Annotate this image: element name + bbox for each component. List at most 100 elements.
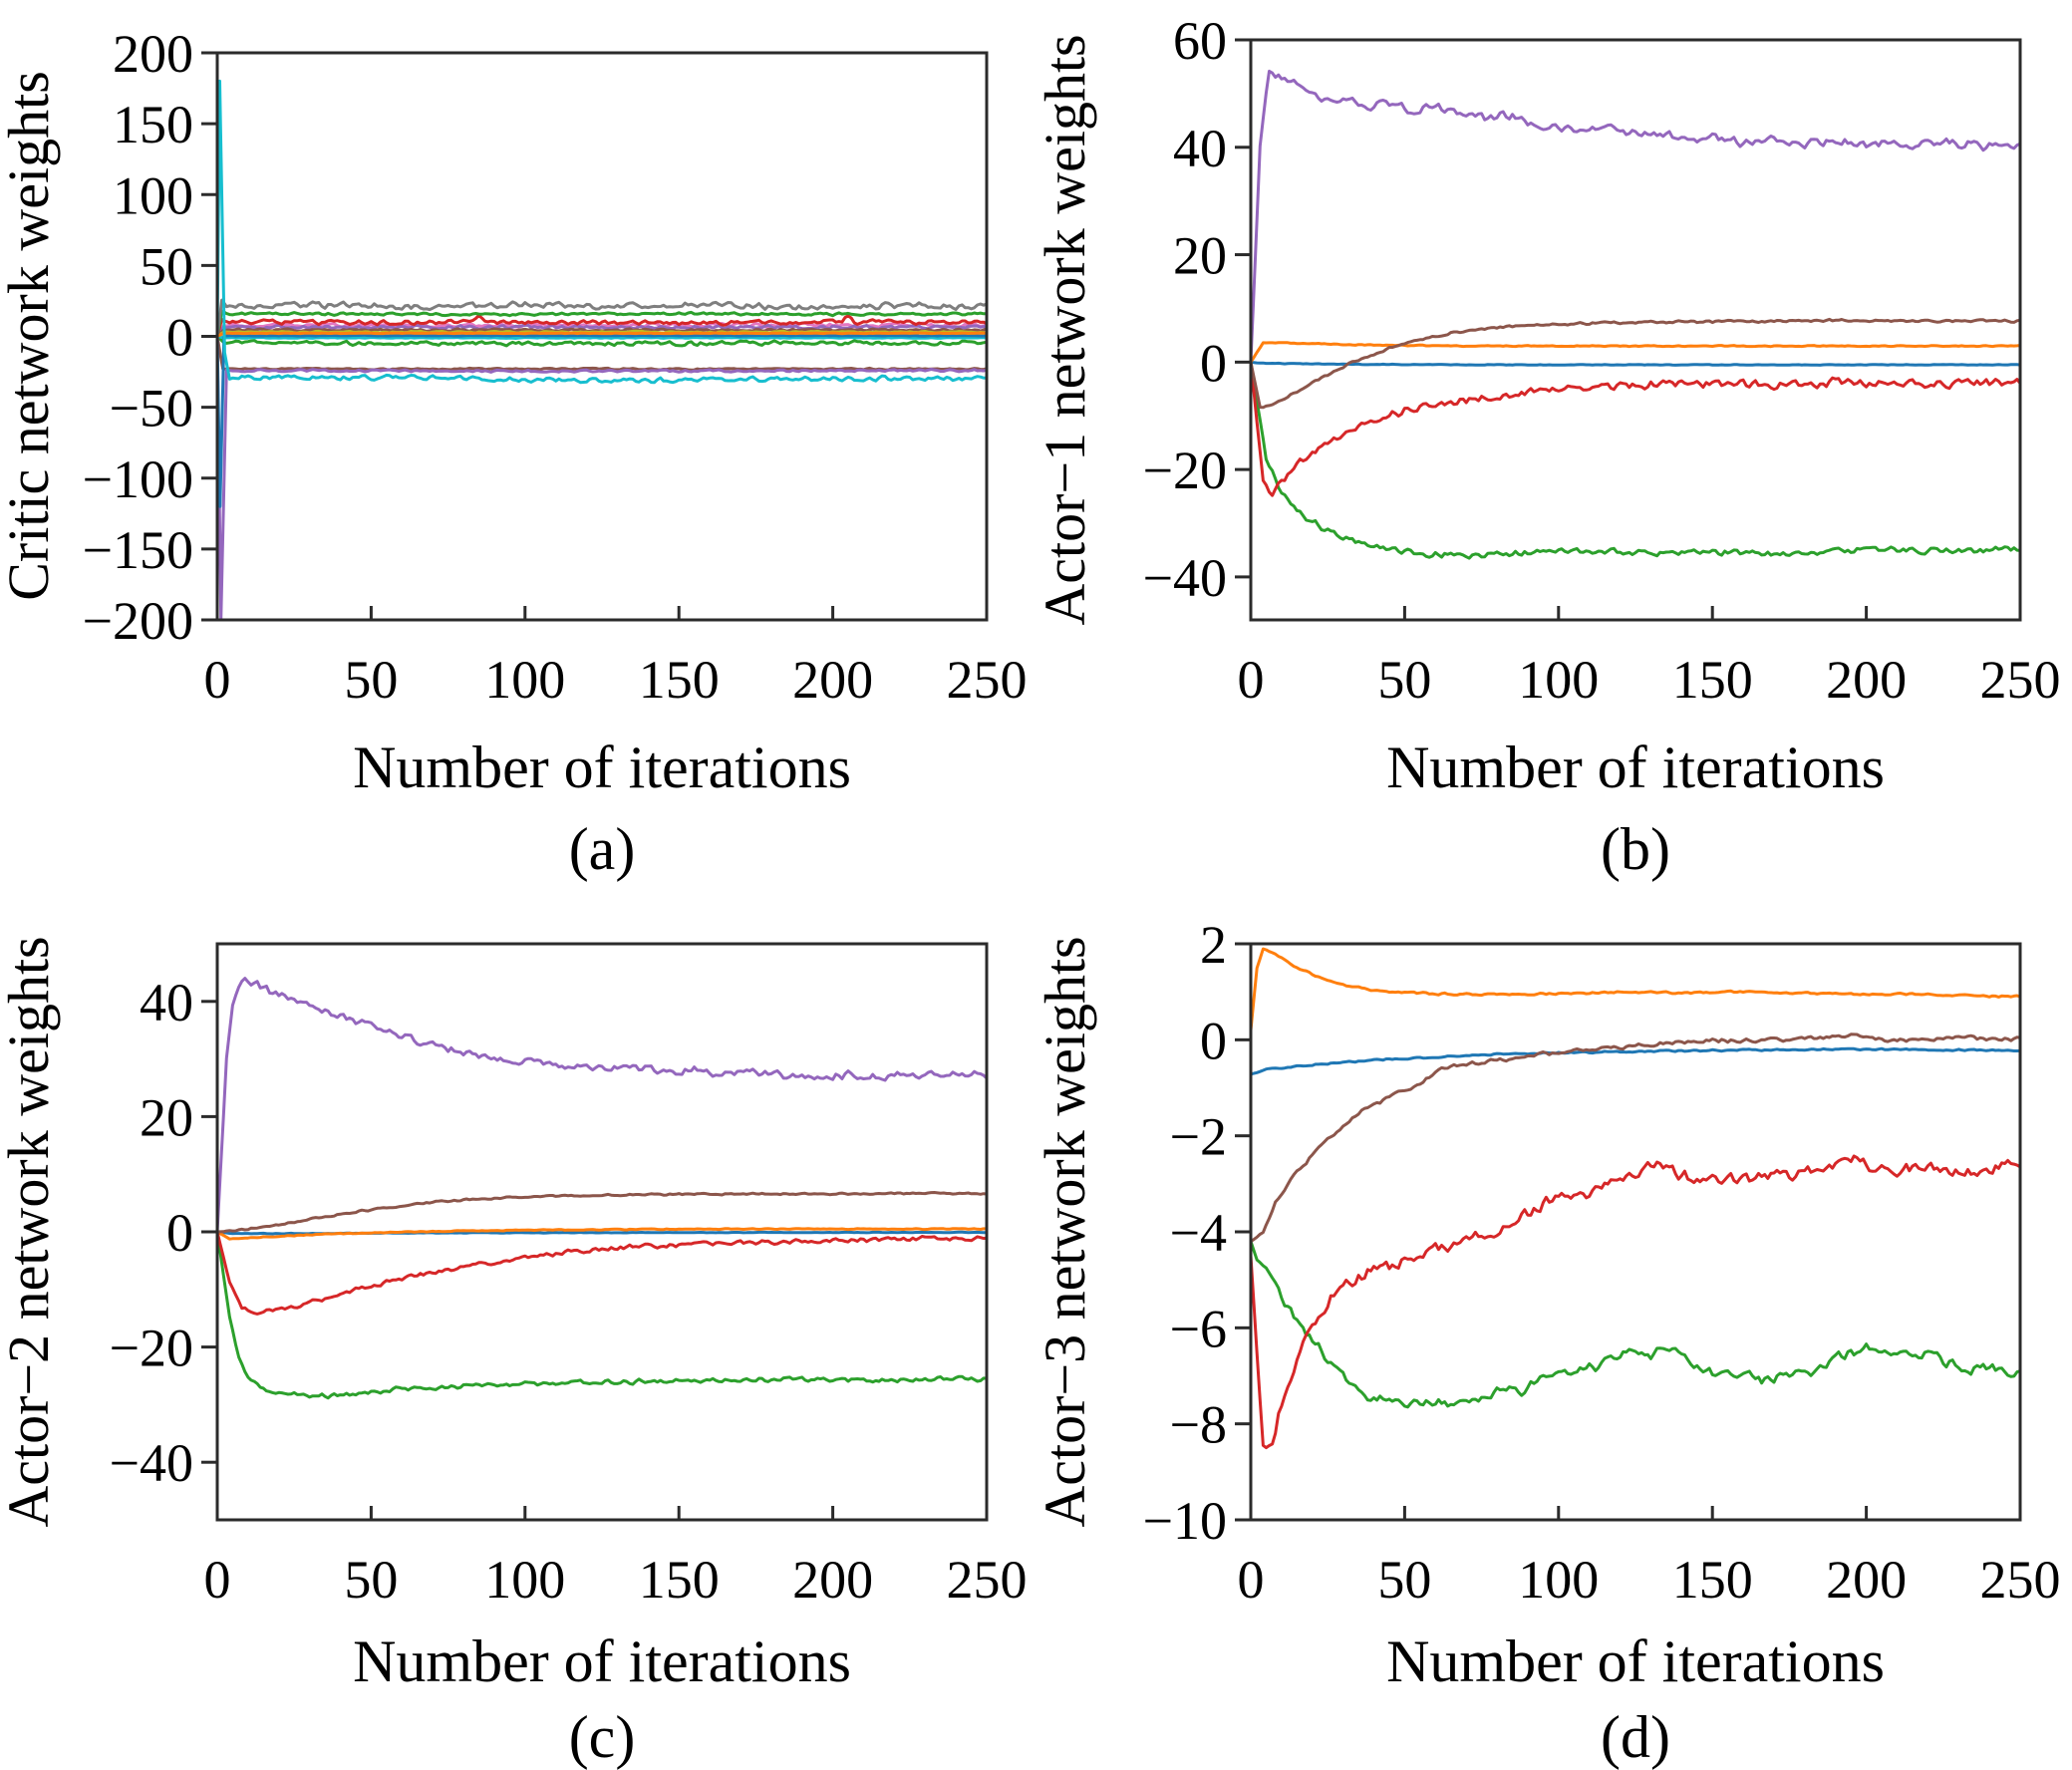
panel-d-svg: 20−2−4−6−8−100 50 100 150 200 250 Actor−3 net… — [1036, 915, 2061, 1770]
series-b-weight-brown — [1251, 317, 2020, 410]
xtick-label-c: 150 — [639, 1550, 720, 1610]
xtick-label-c: 100 — [484, 1550, 565, 1610]
xtick-label-d: 200 — [1826, 1550, 1907, 1610]
ytick-label-c: −40 — [110, 1433, 193, 1493]
ytick-label-b: 0 — [1200, 333, 1227, 393]
series-a-weight-cyan — [217, 79, 987, 385]
series-a-weight-teal — [217, 335, 987, 340]
xtick-label-b: 100 — [1518, 650, 1599, 710]
series-a-weight-blue — [217, 333, 987, 508]
ytick-label-a: −200 — [83, 591, 193, 651]
xtick-label-a: 50 — [344, 650, 398, 710]
xtick-label-c: 50 — [344, 1550, 398, 1610]
series-c-weight-brown — [217, 1191, 987, 1234]
xtick-label-a: 0 — [204, 650, 231, 710]
ytick-label-b: 60 — [1173, 11, 1227, 71]
panel-c-xlabel: Number of iterations — [353, 1628, 851, 1694]
xtick-label-d: 50 — [1377, 1550, 1431, 1610]
xtick-label-b: 250 — [1980, 650, 2061, 710]
panel-a-caption: (a) — [569, 816, 636, 882]
xtick-label-a: 150 — [639, 650, 720, 710]
series-d-weight-red — [1251, 1154, 2020, 1450]
panel-d: 2 0 −2 −4 −6 −8 −10 0 50 100 150 200 250 Actor−3 net… — [1036, 885, 2072, 1770]
series-a-weight-purple-high — [217, 323, 987, 338]
series-c-weight-orange — [217, 1227, 987, 1241]
ytick-label-c: −20 — [110, 1319, 193, 1378]
ytick-label-d: −2 — [1170, 1107, 1227, 1167]
xtick-label-c: 0 — [204, 1550, 231, 1610]
ytick-label-d: −8 — [1170, 1395, 1227, 1455]
series-b-weight-red — [1251, 360, 2020, 497]
ytick-label-b: 20 — [1173, 226, 1227, 286]
ytick-label-a: −150 — [83, 520, 193, 580]
ytick-label-b: −20 — [1143, 441, 1227, 500]
ytick-label-d: 0 — [1200, 1011, 1227, 1070]
series-c-weight-green — [217, 1230, 987, 1400]
xtick-label-b: 50 — [1377, 650, 1431, 710]
ytick-label-b: 40 — [1173, 119, 1227, 178]
panel-d-caption: (d) — [1601, 1704, 1670, 1770]
panel-d-xlabel: Number of iterations — [1386, 1628, 1885, 1694]
xtick-label-c: 200 — [792, 1550, 873, 1610]
ytick-label-b: −40 — [1143, 548, 1227, 608]
panel-d-plot: 20−2−4−6−8−100 50 100 150 200 250 — [1143, 915, 2061, 1610]
ytick-label-d: −4 — [1170, 1203, 1227, 1263]
panel-a: 200 150 100 50 0 −50 −100 −150 −200 0 50 100 150 200 2… — [0, 0, 1036, 885]
panel-c: 40 20 0 −20 −40 0 50 100 150 200 250 Actor−2 netwo… — [0, 885, 1036, 1770]
xtick-label-b: 200 — [1826, 650, 1907, 710]
xtick-label-d: 0 — [1238, 1550, 1265, 1610]
ytick-label-d: −10 — [1143, 1491, 1227, 1551]
series-b-weight-orange — [1251, 341, 2020, 364]
series-a-weight-red — [217, 314, 987, 338]
panel-c-caption: (c) — [569, 1704, 636, 1770]
ytick-label-a: 150 — [113, 95, 193, 154]
series-a-weight-green-low — [217, 335, 987, 348]
xtick-label-b: 150 — [1672, 650, 1753, 710]
xtick-label-a: 200 — [792, 650, 873, 710]
panel-b-xlabel: Number of iterations — [1386, 735, 1885, 800]
ytick-label-c: 20 — [140, 1087, 193, 1147]
panel-a-ylabel: Critic network weights — [0, 71, 61, 601]
ytick-label-d: −6 — [1170, 1299, 1227, 1358]
panel-b-ylabel: Actor−1 network weights — [1036, 34, 1097, 625]
series-a-weight-gray — [217, 298, 987, 338]
series-d-weight-blue — [1251, 1046, 2020, 1076]
xtick-label-c: 250 — [947, 1550, 1028, 1610]
series-d-weight-green — [1251, 1240, 2020, 1409]
series-c-weight-red — [217, 1230, 987, 1316]
ytick-label-c: 40 — [140, 973, 193, 1032]
series-a-weight-green-high — [217, 309, 987, 338]
ytick-label-c: 0 — [166, 1203, 193, 1263]
series-b-weight-green — [1251, 360, 2020, 560]
xtick-label-a: 100 — [484, 650, 565, 710]
xtick-label-d: 250 — [1980, 1550, 2061, 1610]
panel-d-ylabel: Actor−3 network weights — [1036, 936, 1097, 1527]
series-d-weight-orange — [1251, 947, 2020, 1032]
panel-c-ylabel: Actor−2 network weights — [0, 936, 61, 1527]
xtick-label-b: 0 — [1238, 650, 1265, 710]
series-d-weight-brown — [1251, 1032, 2020, 1244]
series-c-weight-purple — [217, 977, 987, 1234]
xtick-label-d: 150 — [1672, 1550, 1753, 1610]
series-a-weight-orange — [217, 331, 987, 338]
ytick-label-d: 2 — [1200, 915, 1227, 975]
xtick-label-a: 250 — [947, 650, 1028, 710]
ytick-label-a: 0 — [166, 308, 193, 368]
panel-b-caption: (b) — [1601, 816, 1670, 882]
ytick-label-a: 50 — [140, 236, 193, 296]
series-b-weight-blue — [1251, 360, 2020, 367]
ytick-label-a: −50 — [110, 379, 193, 439]
ytick-label-a: −100 — [83, 449, 193, 509]
xtick-label-d: 100 — [1518, 1550, 1599, 1610]
series-b-weight-purple — [1251, 69, 2020, 364]
series-a-weight-purple-low — [217, 335, 987, 620]
panel-a-xlabel: Number of iterations — [353, 735, 851, 800]
panel-b: 60 40 20 0 −20 −40 0 50 100 150 200 250 Actor−1 net… — [1036, 0, 2072, 885]
